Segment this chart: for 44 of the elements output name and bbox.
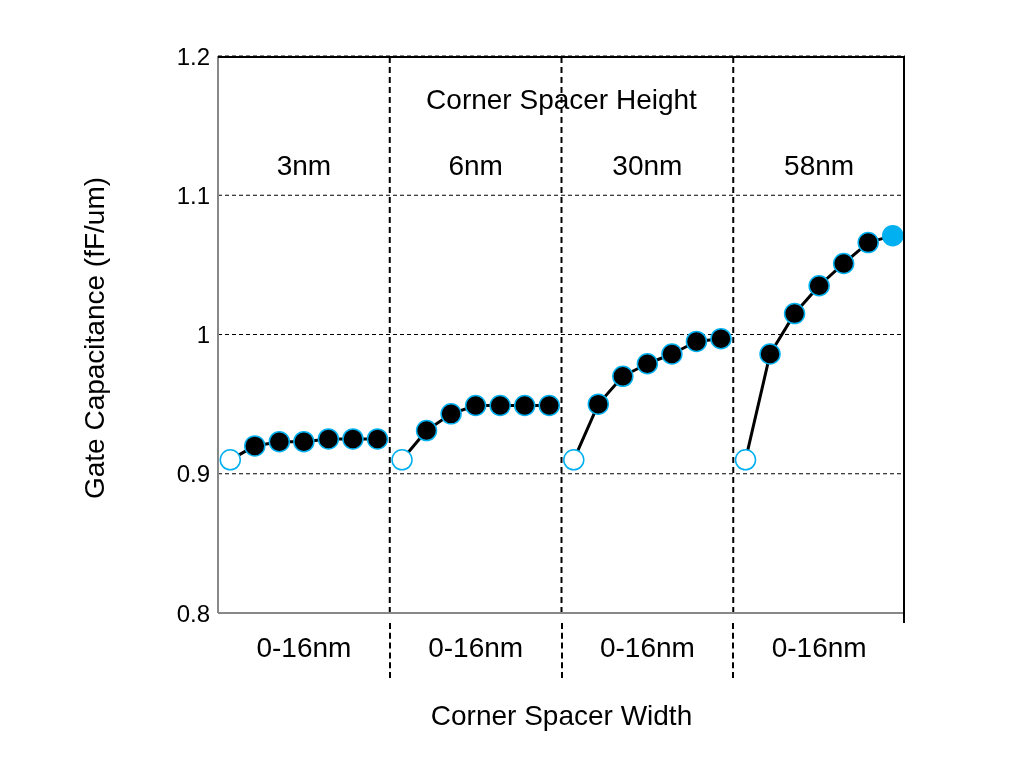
text: 0-16nm — [771, 632, 867, 663]
point — [538, 394, 560, 417]
point — [342, 428, 364, 450]
y-tick-label: 1.1 — [176, 181, 210, 209]
point — [685, 330, 708, 353]
annotation: 3nm — [276, 150, 332, 181]
point — [612, 365, 634, 388]
point — [513, 394, 536, 417]
point — [391, 449, 413, 471]
point — [489, 394, 511, 417]
point — [661, 343, 683, 365]
point — [293, 430, 315, 453]
point — [440, 403, 462, 425]
annotation: 30nm — [612, 150, 683, 181]
y-tick-label: 1 — [196, 321, 210, 349]
point — [636, 352, 659, 375]
annotation: 58nm — [784, 150, 855, 181]
point — [415, 419, 438, 442]
point — [366, 428, 389, 450]
y-tick-label: 0.8 — [176, 599, 210, 627]
point — [464, 394, 487, 417]
point — [734, 449, 757, 471]
point — [881, 224, 904, 247]
y-tick-label: 1.2 — [176, 42, 210, 70]
point — [759, 343, 781, 365]
annotation: Corner Spacer Height — [425, 84, 698, 116]
y-tick-label: 0.9 — [176, 460, 210, 488]
text: 0-16nm — [428, 632, 524, 663]
point — [563, 449, 585, 471]
point — [832, 252, 855, 275]
y-axis-title: Gate Capacitance (fF/um) — [79, 175, 111, 501]
point — [808, 275, 830, 297]
point — [783, 302, 806, 325]
point — [587, 393, 610, 415]
point — [857, 231, 879, 254]
annotation: 6nm — [448, 150, 503, 181]
point — [710, 327, 732, 350]
point — [317, 428, 340, 450]
point — [219, 449, 242, 471]
text: 0-16nm — [599, 632, 695, 663]
point — [244, 435, 266, 457]
point — [268, 430, 291, 453]
x-axis-title: Corner Spacer Width — [429, 700, 694, 732]
text: 0-16nm — [256, 632, 352, 663]
